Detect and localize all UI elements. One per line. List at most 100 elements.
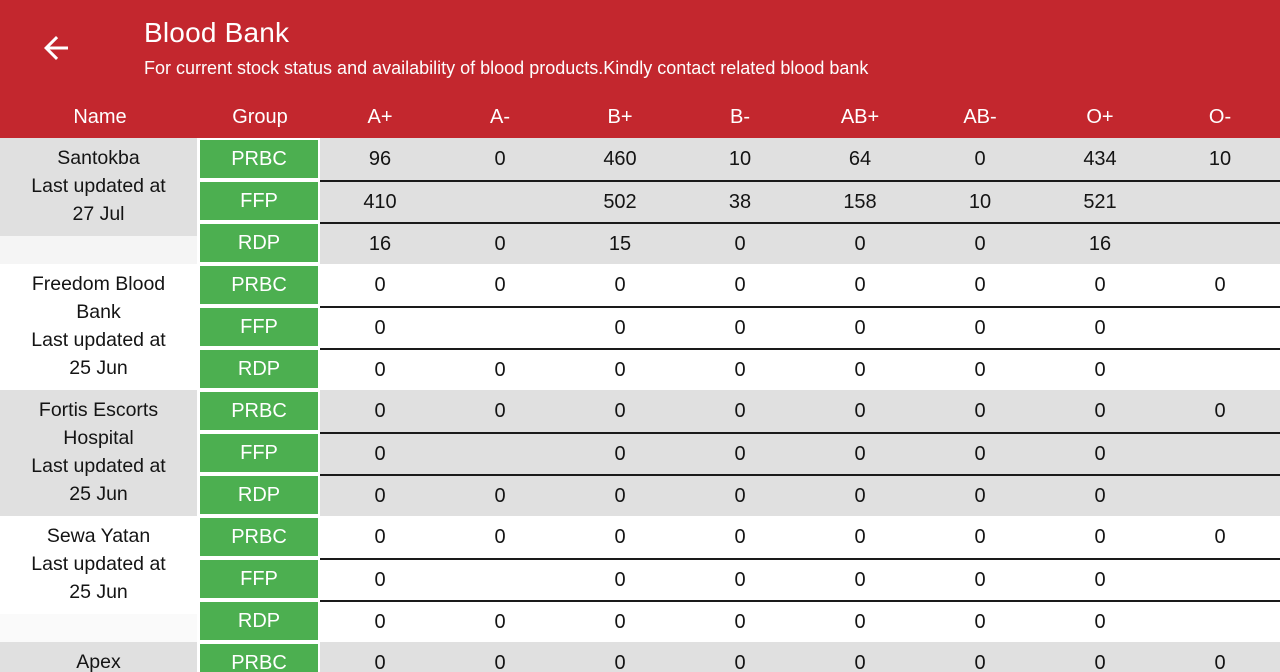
stock-row-rdp: RDP 0 0 0 0 0 0 0 (200, 348, 1280, 390)
stock-value-b-neg: 0 (734, 232, 746, 255)
stock-value-a-neg (440, 434, 560, 474)
stock-value-b-pos: 460 (603, 147, 637, 170)
stock-value-ab-pos: 0 (854, 399, 866, 422)
stock-value-a-pos: 0 (374, 399, 386, 422)
stock-row-ffp: FFP 0 0 0 0 0 0 (200, 432, 1280, 474)
stock-row-prbc: PRBC 96 0 460 10 64 0 434 10 (200, 138, 1280, 180)
bank-name-column: Fortis Escorts Hospital Last updated at 25 … (0, 390, 200, 516)
stock-value-o-neg (1160, 476, 1280, 516)
stock-value-a-pos: 0 (374, 651, 386, 672)
stock-value-b-neg: 0 (734, 442, 746, 465)
stock-value-a-neg: 0 (494, 651, 506, 672)
page-subtitle: For current stock status and availabilit… (144, 58, 869, 78)
stock-value-a-neg: 0 (494, 358, 506, 381)
stock-value-a-neg: 0 (494, 610, 506, 633)
stock-value-b-pos: 0 (614, 610, 626, 633)
stock-value-b-neg: 0 (734, 399, 746, 422)
stock-value-a-neg: 0 (494, 484, 506, 507)
group-type-cell: PRBC (200, 264, 320, 306)
bank-name-line: Sewa Yatan (46, 525, 151, 547)
stock-values: 0 0 0 0 0 0 0 0 (320, 642, 1280, 672)
stock-value-ab-pos: 0 (854, 316, 866, 339)
stock-value-ab-neg: 0 (974, 484, 986, 507)
stock-value-o-neg: 0 (1214, 399, 1226, 422)
stock-grid: PRBC 0 0 0 0 0 0 0 0 FFP 0 0 0 0 0 0 RDP 0 0 0 0 0 0 0 (200, 516, 1280, 642)
stock-value-ab-pos: 0 (854, 232, 866, 255)
stock-value-o-pos: 0 (1094, 273, 1106, 296)
stock-values: 0 0 0 0 0 0 (320, 432, 1280, 474)
stock-value-b-neg: 0 (734, 316, 746, 339)
bank-name-line: Hospital (63, 427, 134, 449)
stock-value-b-pos: 15 (608, 232, 632, 255)
bank-name-line: Fortis Escorts (38, 399, 159, 421)
name-filler (0, 236, 197, 264)
stock-value-a-pos: 96 (368, 147, 392, 170)
stock-value-ab-neg: 10 (968, 190, 992, 213)
group-type-cell: RDP (200, 600, 320, 642)
stock-row-ffp: FFP 410 502 38 158 10 521 (200, 180, 1280, 222)
stock-row-prbc: PRBC 0 0 0 0 0 0 0 0 (200, 516, 1280, 558)
stock-value-o-neg (1160, 224, 1280, 264)
group-type-cell: FFP (200, 432, 320, 474)
stock-value-a-neg: 0 (494, 273, 506, 296)
stock-value-b-neg: 10 (728, 147, 752, 170)
stock-value-ab-neg: 0 (974, 273, 986, 296)
stock-value-o-neg: 10 (1208, 147, 1232, 170)
stock-value-a-pos: 0 (374, 442, 386, 465)
column-header-a-neg: A- (490, 105, 510, 128)
column-header-ab-pos: AB+ (840, 105, 880, 128)
bank-name-cell: Freedom Blood Bank Last updated at 25 Jun (0, 264, 197, 390)
stock-value-o-neg (1160, 308, 1280, 348)
stock-value-b-pos: 0 (614, 651, 626, 672)
stock-value-b-neg: 0 (734, 484, 746, 507)
bank-group: Apex PRBC 0 0 0 0 0 0 0 0 (0, 642, 1280, 672)
stock-value-o-neg: 0 (1214, 525, 1226, 548)
stock-value-ab-pos: 0 (854, 442, 866, 465)
stock-value-ab-neg: 0 (974, 525, 986, 548)
stock-values: 0 0 0 0 0 0 0 (320, 600, 1280, 642)
bank-name-line: Freedom Blood (31, 273, 166, 295)
stock-value-ab-neg: 0 (974, 442, 986, 465)
bank-name-cell: Apex (0, 642, 197, 672)
arrow-left-icon (44, 36, 68, 60)
stock-value-a-neg: 0 (494, 147, 506, 170)
stock-value-ab-pos: 0 (854, 525, 866, 548)
stock-value-o-pos: 521 (1083, 190, 1117, 213)
stock-row-rdp: RDP 0 0 0 0 0 0 0 (200, 600, 1280, 642)
stock-value-b-pos: 0 (614, 442, 626, 465)
stock-value-a-pos: 0 (374, 568, 386, 591)
stock-value-o-neg: 0 (1214, 273, 1226, 296)
stock-grid: PRBC 0 0 0 0 0 0 0 0 FFP 0 0 0 0 0 0 RDP 0 0 0 0 0 0 0 (200, 390, 1280, 516)
stock-value-b-neg: 0 (734, 273, 746, 296)
stock-value-b-pos: 0 (614, 273, 626, 296)
bank-group: Fortis Escorts Hospital Last updated at 25 … (0, 390, 1280, 516)
stock-value-a-neg (440, 560, 560, 600)
back-button[interactable] (34, 26, 78, 70)
group-type-cell: PRBC (200, 516, 320, 558)
stock-value-b-neg: 0 (734, 525, 746, 548)
bank-name-column: Santokba Last updated at 27 Jul (0, 138, 200, 264)
stock-value-b-pos: 0 (614, 484, 626, 507)
stock-value-ab-pos: 0 (854, 358, 866, 381)
stock-row-rdp: RDP 0 0 0 0 0 0 0 (200, 474, 1280, 516)
bank-name-line: Santokba (57, 147, 140, 169)
stock-value-b-neg: 0 (734, 610, 746, 633)
bank-group: Freedom Blood Bank Last updated at 25 Jun PR… (0, 264, 1280, 390)
stock-value-b-pos: 0 (614, 399, 626, 422)
bank-name-line: Last updated at (31, 553, 166, 575)
stock-value-o-pos: 434 (1083, 147, 1117, 170)
stock-value-ab-pos: 158 (843, 190, 877, 213)
bank-name-line: 25 Jun (69, 581, 128, 603)
stock-row-prbc: PRBC 0 0 0 0 0 0 0 0 (200, 390, 1280, 432)
stock-row-ffp: FFP 0 0 0 0 0 0 (200, 558, 1280, 600)
stock-value-o-pos: 0 (1094, 568, 1106, 591)
group-type-cell: PRBC (200, 138, 320, 180)
stock-value-b-pos: 0 (614, 525, 626, 548)
stock-value-ab-neg: 0 (974, 232, 986, 255)
group-type-cell: RDP (200, 348, 320, 390)
column-header-b-pos: B+ (607, 105, 633, 128)
bank-name-line: Apex (76, 651, 121, 672)
bank-name-line: Last updated at (31, 175, 166, 197)
column-header-group: Group (232, 105, 288, 128)
